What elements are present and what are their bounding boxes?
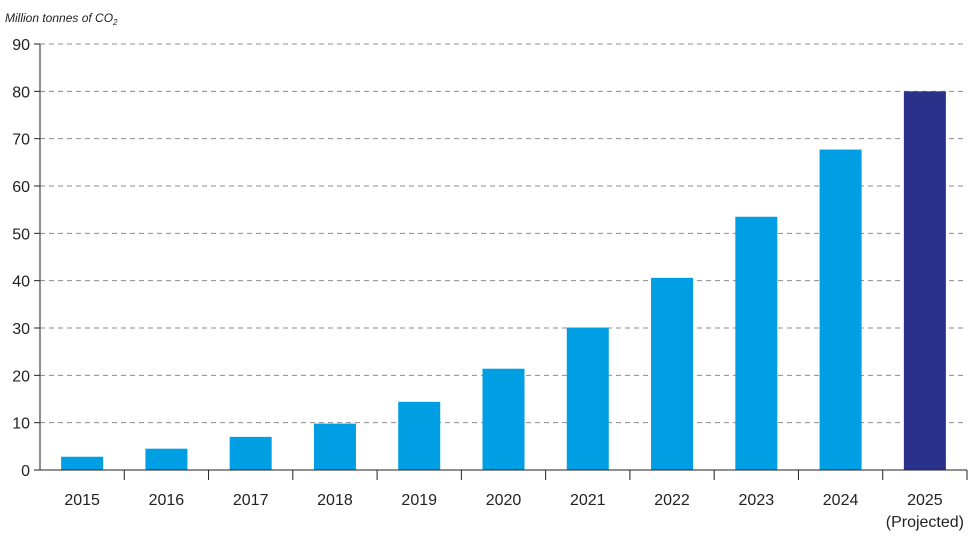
- bar-2018: [313, 423, 356, 470]
- bar-2016: [145, 448, 188, 470]
- x-tick-label: 2018: [317, 492, 353, 509]
- x-tick-label: 2017: [233, 492, 269, 509]
- y-tick-label: 40: [12, 274, 30, 291]
- y-ticks: 0 10 20 30 40 50 60 70 80 90: [12, 37, 40, 480]
- y-tick-label: 50: [12, 226, 30, 243]
- x-tick-label: 2015: [64, 492, 100, 509]
- y-tick-label: 0: [21, 463, 30, 480]
- y-tick-label: 10: [12, 416, 30, 433]
- bar-2025: [903, 91, 946, 470]
- bar-2015: [61, 456, 104, 470]
- x-tick-label: 2016: [149, 492, 185, 509]
- bars: [61, 91, 946, 470]
- x-tick-label: 2024: [823, 492, 859, 509]
- x-tick-label: 2023: [739, 492, 775, 509]
- bar-2024: [819, 149, 862, 470]
- x-tick-label: 2019: [401, 492, 437, 509]
- x-tick-label: 2025: [907, 492, 943, 509]
- bar-2017: [229, 436, 272, 470]
- bar-2019: [398, 401, 441, 470]
- y-tick-label: 60: [12, 179, 30, 196]
- y-tick-label: 80: [12, 84, 30, 101]
- axes: [39, 44, 967, 471]
- y-tick-label: 70: [12, 132, 30, 149]
- bar-2023: [735, 216, 778, 470]
- y-tick-label: 90: [12, 37, 30, 54]
- x-tick-label: 2022: [654, 492, 690, 509]
- x-tick-sublabel: (Projected): [886, 514, 964, 531]
- x-ticks: 2015 2016 2017 2018 2019 2020 2021 2022 2023 2024…: [64, 470, 968, 531]
- x-tick-label: 2021: [570, 492, 606, 509]
- bar-2021: [566, 327, 609, 470]
- bar-2020: [482, 368, 525, 470]
- bar-2022: [651, 277, 694, 470]
- y-tick-label: 20: [12, 368, 30, 385]
- x-tick-label: 2020: [486, 492, 522, 509]
- y-axis-title: Million tonnes of CO2: [5, 11, 118, 27]
- y-tick-label: 30: [12, 321, 30, 338]
